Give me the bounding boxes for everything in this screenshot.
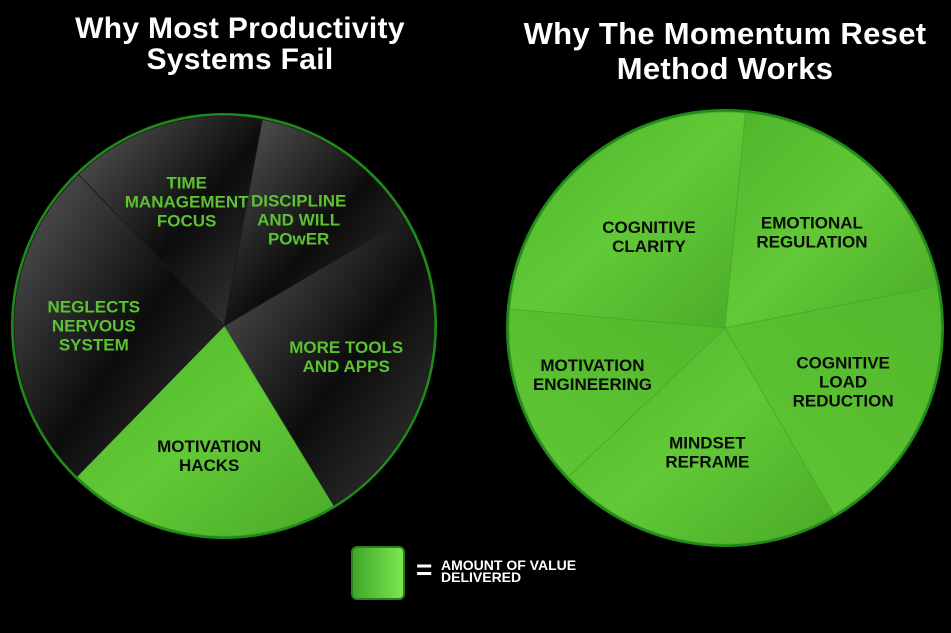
pie-slice-motivation-engineering: [508, 308, 726, 478]
pie-slice-time-management-focus: [77, 115, 263, 327]
legend-swatch: [351, 546, 405, 600]
pie-slice-emotional-regulation: [724, 112, 938, 329]
slice-label: MINDSET REFRAME: [665, 434, 749, 472]
pie-slice-discipline-and-will-power: [223, 119, 406, 327]
legend-text: AMOUNT OF VALUE DELIVERED: [441, 557, 577, 585]
slice-label: TIME MANAGEMENT FOCUS: [125, 173, 249, 230]
pie-slice-cognitive-load-reduction: [724, 285, 942, 516]
pie-slice-cognitive-clarity: [509, 111, 746, 329]
slice-label: EMOTIONAL REGULATION: [756, 213, 867, 251]
legend-equals: =: [416, 554, 433, 585]
slice-label: MORE TOOLS AND APPS: [289, 338, 403, 376]
slice-label: MOTIVATION ENGINEERING: [533, 356, 652, 394]
pie-slice-more-tools-and-apps: [223, 218, 435, 507]
right-chart-title: Why The Momentum Reset Method Works: [523, 16, 927, 86]
pie-slice-neglects-nervous-system: [13, 174, 225, 477]
left-chart-title: Why Most Productivity Systems Fail: [75, 12, 405, 76]
pie-slice-mindset-reframe: [567, 327, 835, 545]
slice-label: NEGLECTS NERVOUS SYSTEM: [48, 297, 141, 354]
slice-label: MOTIVATION HACKS: [157, 437, 261, 475]
slice-label: DISCIPLINE AND WILL POwER: [251, 191, 346, 248]
slice-label: COGNITIVE LOAD REDUCTION: [793, 353, 894, 410]
pie-slice-motivation-hacks: [76, 325, 334, 537]
slice-label: COGNITIVE CLARITY: [602, 218, 696, 256]
